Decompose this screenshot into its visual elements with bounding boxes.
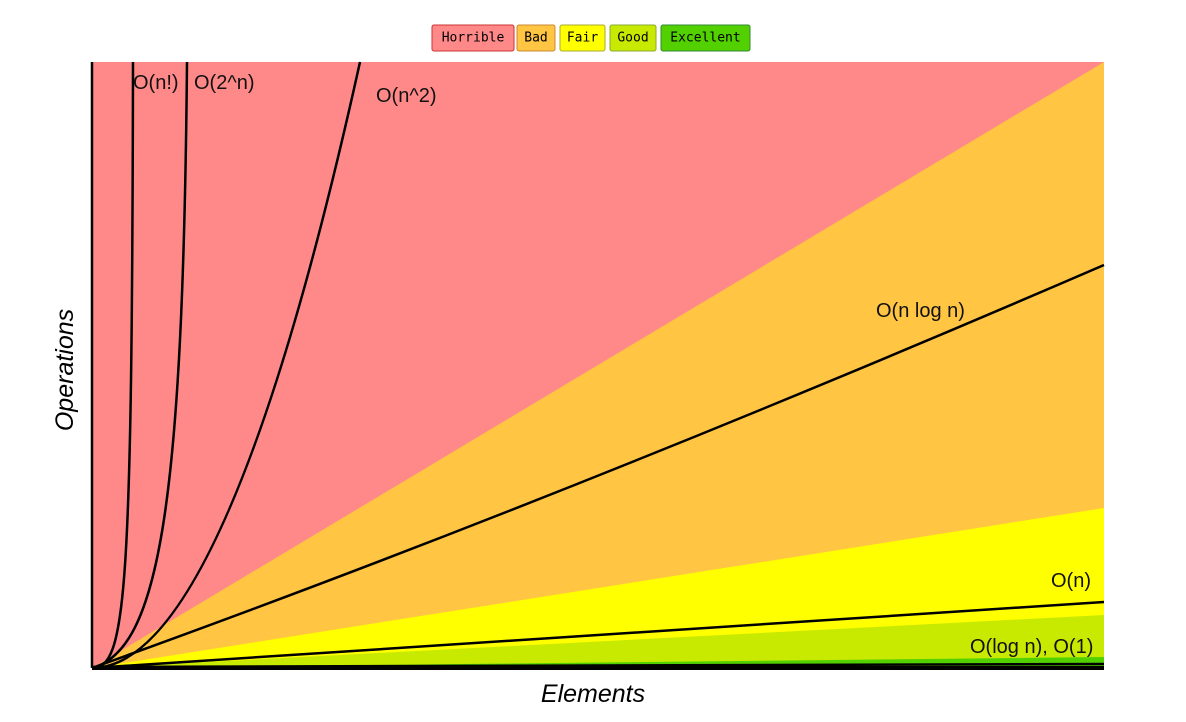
curve-nlogn <box>91 263 1105 670</box>
curve-quadratic <box>91 61 362 670</box>
region-good <box>92 615 1104 668</box>
legend-swatch <box>559 24 606 52</box>
curve-linear <box>91 600 1105 670</box>
legend-swatch <box>516 24 556 52</box>
region-fair <box>92 508 1104 668</box>
y-axis-label: Operations <box>51 309 79 431</box>
curve-label: O(n) <box>1051 570 1091 592</box>
curve-exponential <box>91 61 189 670</box>
curve-label: O(n^2) <box>376 85 437 107</box>
legend-label: Bad <box>524 31 547 46</box>
curve-label: O(n log n) <box>876 300 965 322</box>
legend-label: Excellent <box>670 31 740 46</box>
legend-swatch <box>609 24 657 52</box>
curve-label: O(log n), O(1) <box>970 636 1093 658</box>
region-bad <box>92 62 1104 668</box>
legend-label: Fair <box>567 31 598 46</box>
legend-label: Horrible <box>442 31 505 46</box>
curve-label: O(2^n) <box>194 72 255 94</box>
legend-swatch <box>660 24 751 52</box>
curve-label: O(n!) <box>133 72 179 94</box>
legend-label: Good <box>617 31 648 46</box>
x-axis-label: Elements <box>541 680 645 708</box>
legend-swatch <box>431 24 515 52</box>
